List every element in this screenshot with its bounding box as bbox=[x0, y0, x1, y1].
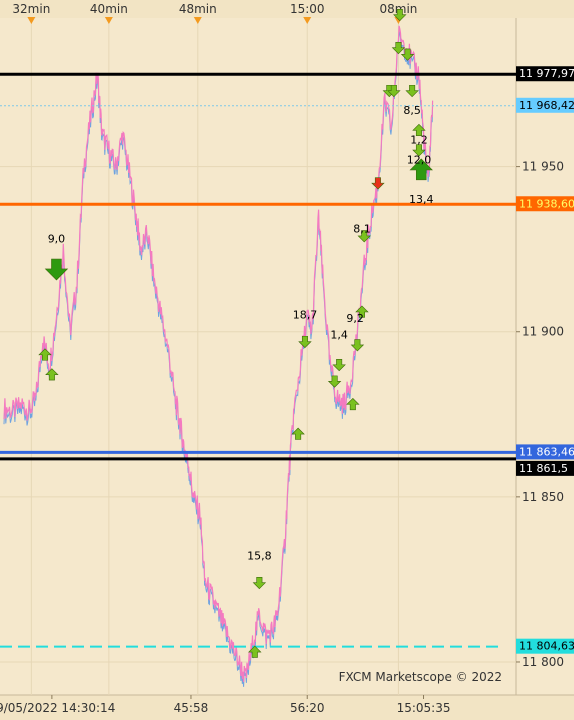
sell-arrow-icon bbox=[350, 339, 365, 352]
sell-arrow-icon bbox=[387, 84, 401, 98]
sell-arrow-icon bbox=[252, 577, 267, 590]
level-price-box bbox=[516, 638, 574, 654]
level-price-box bbox=[516, 97, 574, 113]
trade-size-label: 9,2 bbox=[346, 312, 364, 325]
trade-size-label: 1,4 bbox=[330, 328, 348, 341]
buy-arrow-icon bbox=[412, 123, 426, 136]
time-marker-triangle bbox=[104, 17, 113, 24]
level-price-label: 11 863,46 bbox=[519, 445, 574, 458]
trade-size-label: 13,4 bbox=[409, 193, 434, 206]
y-tick-label: 11 950 bbox=[522, 160, 564, 174]
bottom-time-label: 56:20 bbox=[290, 701, 325, 715]
sell-arrow-icon bbox=[298, 335, 312, 349]
trade-size-label: 9,0 bbox=[48, 233, 66, 246]
level-price-label: 11 977,97 bbox=[519, 67, 574, 80]
big-sell-arrow-icon bbox=[44, 258, 69, 281]
buy-arrow-icon bbox=[291, 427, 305, 440]
price-series-ask bbox=[3, 25, 434, 682]
level-price-label: 11 938,60 bbox=[519, 197, 574, 210]
sell-arrow-icon bbox=[357, 230, 371, 243]
watermark-text: FXCM Marketscope © 2022 bbox=[339, 670, 502, 684]
level-price-box bbox=[516, 444, 574, 460]
buy-arrow-icon bbox=[38, 348, 52, 361]
top-time-label: 40min bbox=[90, 2, 128, 16]
top-time-axis-background bbox=[0, 0, 574, 18]
time-marker-triangle bbox=[27, 17, 36, 24]
y-tick-label: 11 850 bbox=[522, 490, 564, 504]
sell-arrow-icon bbox=[391, 42, 406, 55]
trade-size-label: 1,2 bbox=[410, 133, 428, 146]
sell-arrow-icon bbox=[332, 359, 346, 372]
top-time-label: 48min bbox=[179, 2, 217, 16]
sell-arrow-icon bbox=[412, 144, 426, 157]
trade-size-label: 18,7 bbox=[293, 309, 318, 322]
time-marker-triangle bbox=[193, 17, 202, 24]
time-marker-triangle bbox=[303, 17, 312, 24]
big-buy-arrow-icon bbox=[409, 158, 433, 181]
bottom-time-label: 45:58 bbox=[174, 701, 209, 715]
y-tick-label: 11 900 bbox=[522, 325, 564, 339]
sell-arrow-icon bbox=[400, 48, 415, 61]
trade-size-label: 8,5 bbox=[403, 104, 421, 117]
top-time-label: 32min bbox=[12, 2, 50, 16]
level-price-box bbox=[516, 66, 574, 82]
level-price-box bbox=[516, 196, 574, 212]
buy-arrow-icon bbox=[346, 397, 360, 411]
sell-arrow-icon bbox=[393, 8, 407, 22]
level-price-label: 11 804,63 bbox=[519, 640, 574, 653]
sell-arrow-icon bbox=[405, 84, 419, 98]
sell-arrow-icon bbox=[327, 375, 342, 388]
level-price-box bbox=[516, 460, 574, 476]
buy-arrow-icon bbox=[355, 305, 369, 318]
level-price-label: 11 968,42 bbox=[519, 99, 574, 112]
level-price-label: 11 861,5 bbox=[519, 462, 568, 475]
buy-arrow-icon bbox=[248, 645, 262, 658]
buy-arrow-icon bbox=[45, 368, 59, 381]
top-time-label: 15:00 bbox=[290, 2, 325, 16]
trade-size-label: 15,8 bbox=[247, 550, 272, 563]
trade-size-label: 8,1 bbox=[353, 223, 371, 236]
bottom-time-label: 15:05:35 bbox=[397, 701, 451, 715]
bottom-time-label: 19/05/2022 14:30:14 bbox=[0, 701, 115, 715]
trade-size-label: 12,0 bbox=[407, 153, 432, 166]
bottom-time-axis-background bbox=[0, 695, 574, 720]
red-sell-arrow-icon bbox=[371, 177, 385, 190]
y-tick-label: 11 800 bbox=[522, 655, 564, 669]
